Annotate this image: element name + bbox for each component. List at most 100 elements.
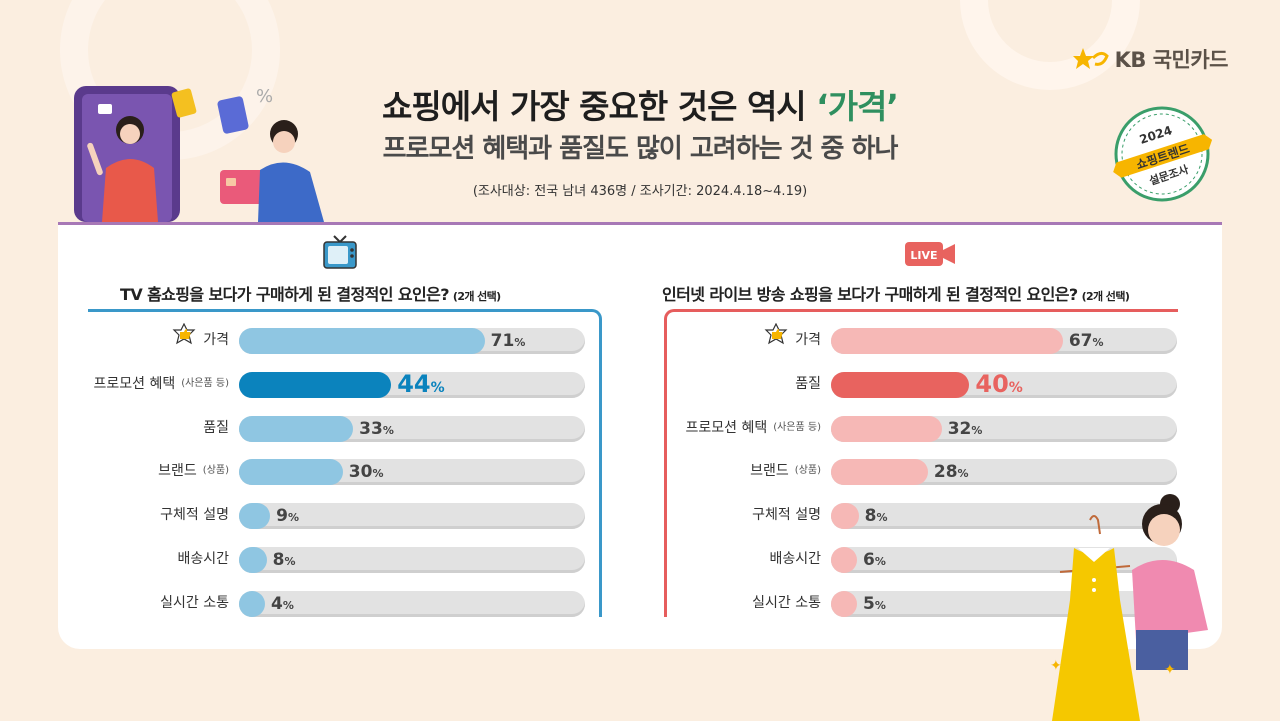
- bar-track: [239, 328, 585, 354]
- category-label: 실시간 소통: [160, 589, 229, 617]
- brand-name: KB 국민카드: [1114, 48, 1229, 72]
- bar-track: [831, 547, 1177, 573]
- value-label: 8%: [273, 547, 296, 573]
- bar-track: [239, 372, 585, 398]
- live-question-title: 인터넷 라이브 방송 쇼핑을 보다가 구매하게 된 결정적인 요인은? (2개 선…: [662, 281, 1130, 305]
- bar-fill: [831, 547, 857, 573]
- value-label: 32%: [948, 416, 983, 442]
- bar-fill: [239, 503, 271, 529]
- category-label: 프로모션 혜택 (사은품 등): [685, 414, 821, 442]
- bar-row: 품질 40%: [795, 370, 1177, 398]
- value-label: 4%: [271, 591, 294, 617]
- bar-fill: [239, 459, 343, 485]
- value-unit: %: [372, 467, 384, 480]
- bar-fill: [239, 328, 485, 354]
- category-label: 실시간 소통: [752, 589, 821, 617]
- thumbs-up-icon: [171, 323, 197, 357]
- header-divider: [58, 222, 1222, 225]
- value-label: 44%: [397, 369, 444, 398]
- category-text: 실시간 소통: [752, 595, 821, 611]
- category-text: 브랜드: [158, 463, 197, 479]
- category-text: 실시간 소통: [160, 595, 229, 611]
- bar-row: 프로모션 혜택 (사은품 등) 44%: [93, 369, 585, 398]
- bar-fill: [831, 416, 942, 442]
- svg-text:✦: ✦: [1050, 658, 1062, 674]
- category-note: (사은품 등): [181, 378, 229, 389]
- bar-track: [239, 416, 585, 442]
- bar-fill: [239, 591, 265, 617]
- category-label: 가격: [171, 323, 229, 357]
- header: 쇼핑에서 가장 중요한 것은 역시 ‘가격’ 프로모션 혜택과 품질도 많이 고…: [0, 0, 1280, 222]
- bar-row: 프로모션 혜택 (사은품 등) 32%: [685, 414, 1177, 442]
- value-unit: %: [287, 511, 299, 524]
- bar-track: [239, 459, 585, 485]
- category-label: 프로모션 혜택 (사은품 등): [93, 370, 229, 398]
- category-label: 배송시간: [177, 545, 229, 573]
- live-label: LIVE: [910, 249, 937, 262]
- value-number: 8: [864, 506, 877, 526]
- bar-track: [239, 503, 585, 529]
- value-unit: %: [876, 511, 888, 524]
- value-unit: %: [284, 555, 296, 568]
- live-chart-frame: [664, 309, 1178, 617]
- live-question-text: 인터넷 라이브 방송 쇼핑을 보다가 구매하게 된 결정적인 요인은?: [662, 285, 1078, 304]
- category-text: 품질: [203, 420, 229, 436]
- survey-badge: 2024 쇼핑트렌드 설문조사: [1113, 106, 1212, 202]
- bar-row: 구체적 설명 8%: [752, 501, 1177, 529]
- value-number: 67: [1068, 331, 1093, 351]
- value-label: 5%: [863, 591, 886, 617]
- bar-row: 품질 33%: [203, 414, 585, 442]
- value-number: 5: [863, 594, 875, 614]
- bar-track: [831, 372, 1177, 398]
- value-number: 71: [490, 331, 515, 351]
- bar-fill: [831, 503, 859, 529]
- tv-question-text: TV 홈쇼핑을 보다가 구매하게 된 결정적인 요인은?: [120, 285, 449, 304]
- value-label: 9%: [276, 503, 299, 529]
- category-text: 구체적 설명: [160, 507, 229, 523]
- shopping-illustration: %: [74, 86, 324, 222]
- value-unit: %: [514, 336, 526, 349]
- live-camera-icon: LIVE: [905, 242, 955, 266]
- value-number: 32: [947, 419, 972, 439]
- bar-row: 가격 71%: [172, 323, 585, 354]
- category-text: 가격: [795, 332, 821, 348]
- bar-row: 브랜드 (상품) 30%: [158, 457, 585, 485]
- value-label: 6%: [863, 547, 886, 573]
- category-text: 배송시간: [177, 551, 229, 567]
- value-label: 33%: [359, 416, 394, 442]
- bar-fill: [239, 547, 267, 573]
- value-unit: %: [957, 467, 969, 480]
- title-highlight: ‘가격’: [816, 87, 899, 126]
- category-text: 구체적 설명: [752, 507, 821, 523]
- tv-icon: [323, 235, 357, 269]
- bar-row: 브랜드 (상품) 28%: [750, 457, 1177, 485]
- value-number: 4: [271, 594, 283, 614]
- bar-fill: [831, 459, 928, 485]
- category-note: (사은품 등): [773, 422, 821, 433]
- category-label: 구체적 설명: [160, 501, 229, 529]
- bar-track: [239, 547, 585, 573]
- category-text: 가격: [203, 332, 229, 348]
- category-label: 브랜드 (상품): [158, 457, 229, 485]
- category-label: 배송시간: [769, 545, 821, 573]
- category-label: 구체적 설명: [752, 501, 821, 529]
- bar-track: [831, 416, 1177, 442]
- value-number: 9: [276, 506, 288, 526]
- bar-fill: [239, 372, 392, 398]
- value-unit: %: [874, 599, 886, 612]
- category-label: 품질: [795, 370, 821, 398]
- live-question-note: (2개 선택): [1081, 290, 1130, 303]
- category-text: 프로모션 혜택: [685, 420, 768, 436]
- category-note: (상품): [794, 465, 821, 476]
- value-number: 6: [863, 550, 875, 570]
- value-label: 71%: [491, 328, 526, 354]
- category-text: 브랜드: [750, 463, 789, 479]
- category-label: 브랜드 (상품): [750, 457, 821, 485]
- bar-track: [831, 459, 1177, 485]
- tv-chart-frame: [88, 309, 602, 617]
- bar-track: [239, 591, 585, 617]
- bar-row: 배송시간 6%: [769, 545, 1177, 573]
- bar-row: 가격 67%: [764, 323, 1177, 354]
- category-text: 품질: [795, 376, 821, 392]
- woman-with-dress-illustration: ✦ ✦: [1050, 494, 1208, 721]
